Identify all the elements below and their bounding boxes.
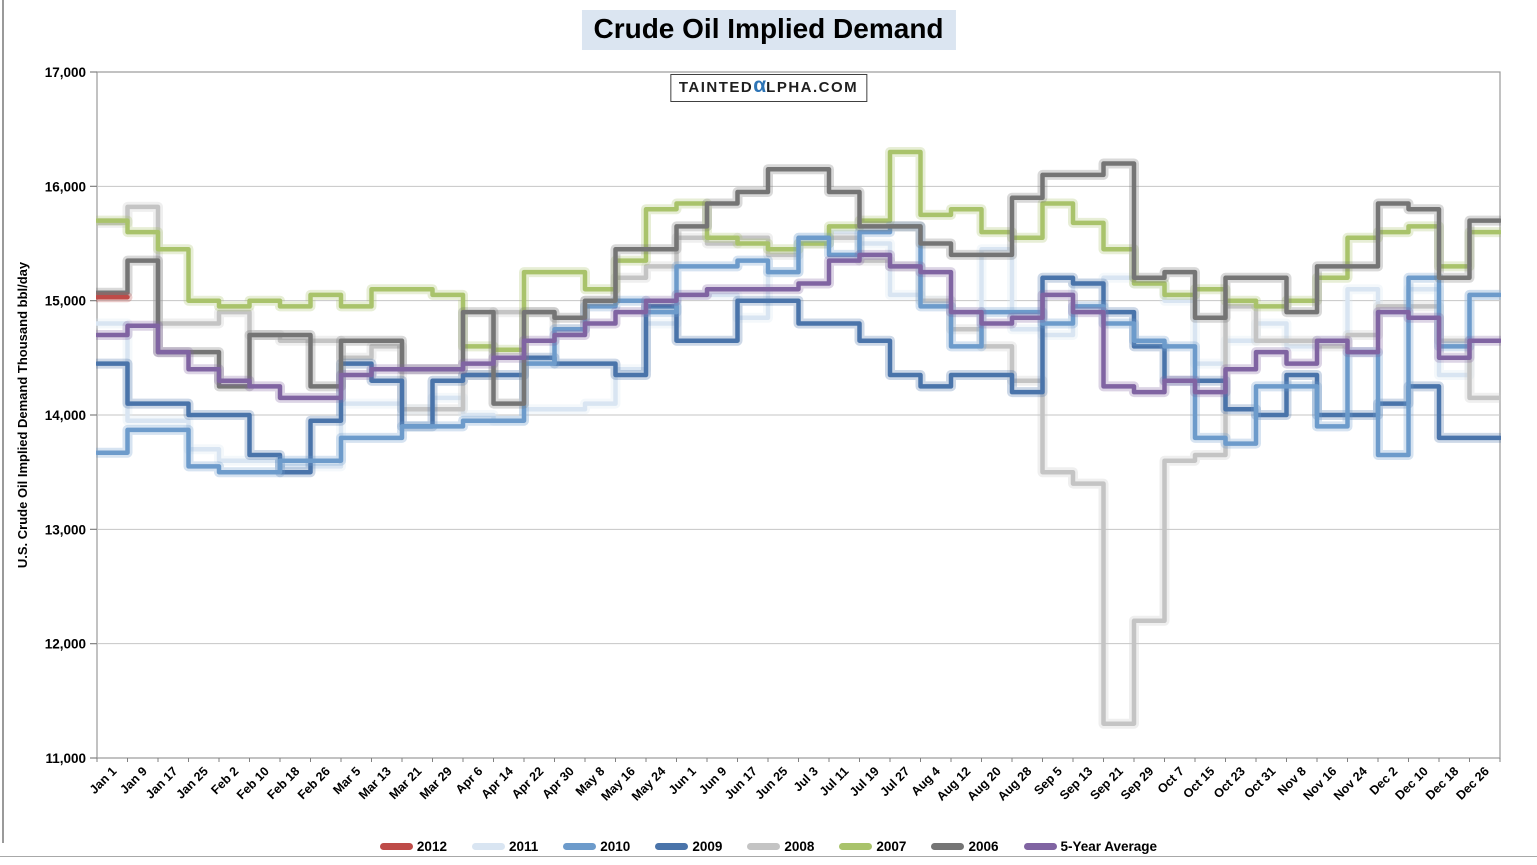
x-tick-label: Nov 16 (1300, 764, 1339, 803)
x-tick-label: Aug 28 (995, 764, 1034, 803)
y-tick-label: 16,000 (45, 179, 86, 194)
legend-label: 2007 (876, 839, 907, 854)
series-line-2010 (96, 224, 1501, 475)
x-tick-label: Mar 21 (386, 764, 424, 802)
watermark-taintedalpha: TAINTEDαLPHA.COM (669, 74, 868, 102)
watermark-prefix: TAINTED (678, 79, 754, 96)
legend-swatch-2006 (931, 843, 965, 850)
legend-item-2011: 2011 (471, 839, 539, 854)
legend-item-5-Year Average: 5-Year Average (1023, 839, 1158, 854)
y-axis-labels: 11,000 12,000 13,000 14,000 15,000 16,000 17,0… (45, 65, 97, 766)
legend-label: 2009 (692, 839, 723, 854)
legend-item-2007: 2007 (839, 839, 906, 854)
x-tick-label: Jun 17 (722, 764, 760, 802)
legend-item-2008: 2008 (747, 839, 814, 854)
series-line-2006 (96, 161, 1501, 406)
x-tick-label: Sep 21 (1087, 764, 1125, 802)
legend-swatch-2011 (471, 843, 505, 850)
chart-legend: 2012 2011 2010 2009 2008 2007 2006 5-Year Avera… (0, 839, 1537, 854)
legend-item-2010: 2010 (563, 839, 630, 854)
x-tick-label: Apr 22 (509, 764, 546, 801)
legend-item-2006: 2006 (931, 839, 999, 854)
chart-bottom-divider (0, 856, 1537, 857)
x-tick-label: Feb 10 (234, 764, 272, 802)
x-tick-label: Jan 1 (87, 764, 120, 797)
x-tick-label: Oct 23 (1211, 764, 1248, 801)
x-tick-label: Feb 18 (264, 764, 302, 802)
x-tick-label: Sep 29 (1118, 764, 1156, 802)
legend-swatch-2007 (839, 843, 873, 850)
x-tick-label: Jun 25 (752, 764, 790, 802)
x-tick-label: Jul 11 (817, 764, 852, 799)
y-tick-label: 13,000 (45, 522, 86, 537)
series-line-2007 (96, 149, 1501, 353)
y-tick-label: 15,000 (45, 294, 86, 309)
legend-item-2012: 2012 (379, 839, 447, 854)
x-tick-label: Mar 13 (356, 764, 394, 802)
legend-swatch-2009 (655, 843, 689, 850)
watermark-alpha-glyph: α (753, 74, 767, 97)
x-tick-label: Jan 17 (143, 764, 180, 801)
y-tick-label: 17,000 (45, 65, 86, 80)
x-tick-label: Jul 27 (877, 764, 912, 799)
legend-label: 2010 (600, 839, 631, 854)
legend-swatch-2012 (379, 843, 413, 850)
x-tick-label: Oct 31 (1241, 764, 1278, 801)
x-tick-label: Jun 1 (666, 764, 699, 797)
x-tick-label: May 24 (629, 764, 668, 803)
legend-swatch-5-Year Average (1023, 843, 1057, 850)
x-tick-label: Apr 14 (478, 764, 515, 801)
chart-title: Crude Oil Implied Demand (581, 10, 956, 50)
watermark-suffix: LPHA.COM (766, 79, 859, 96)
y-axis-title: U.S. Crude Oil Implied Demand Thousand b… (15, 261, 30, 568)
window-left-edge (2, 0, 4, 843)
x-tick-label: Sep 13 (1057, 764, 1095, 802)
x-tick-label: Dec 18 (1423, 764, 1461, 802)
legend-label: 2012 (416, 839, 447, 854)
x-tick-label: Dec 10 (1392, 764, 1430, 802)
x-tick-label: Jul 3 (791, 764, 821, 794)
legend-swatch-2008 (747, 843, 781, 850)
x-tick-label: Feb 26 (295, 764, 333, 802)
series-lines (96, 147, 1501, 729)
y-tick-label: 12,000 (45, 637, 86, 652)
legend-label: 5-Year Average (1060, 839, 1158, 854)
y-tick-label: 14,000 (45, 408, 86, 423)
x-tick-label: Jan 25 (173, 764, 210, 801)
x-tick-label: Oct 15 (1180, 764, 1217, 801)
x-tick-label: Dec 26 (1453, 764, 1491, 802)
legend-label: 2011 (508, 839, 539, 854)
x-tick-label: Jul 19 (847, 764, 882, 799)
x-tick-label: Nov 24 (1331, 764, 1370, 803)
legend-label: 2008 (784, 839, 815, 854)
y-tick-label: 11,000 (45, 751, 86, 766)
series-line-5-Year Average (96, 252, 1501, 401)
series-line-2011 (96, 229, 1501, 469)
legend-swatch-2010 (563, 843, 597, 850)
x-tick-label: Mar 29 (417, 764, 455, 802)
legend-label: 2006 (968, 839, 999, 854)
legend-item-2009: 2009 (655, 839, 722, 854)
x-tick-label: Apr 30 (539, 764, 576, 801)
